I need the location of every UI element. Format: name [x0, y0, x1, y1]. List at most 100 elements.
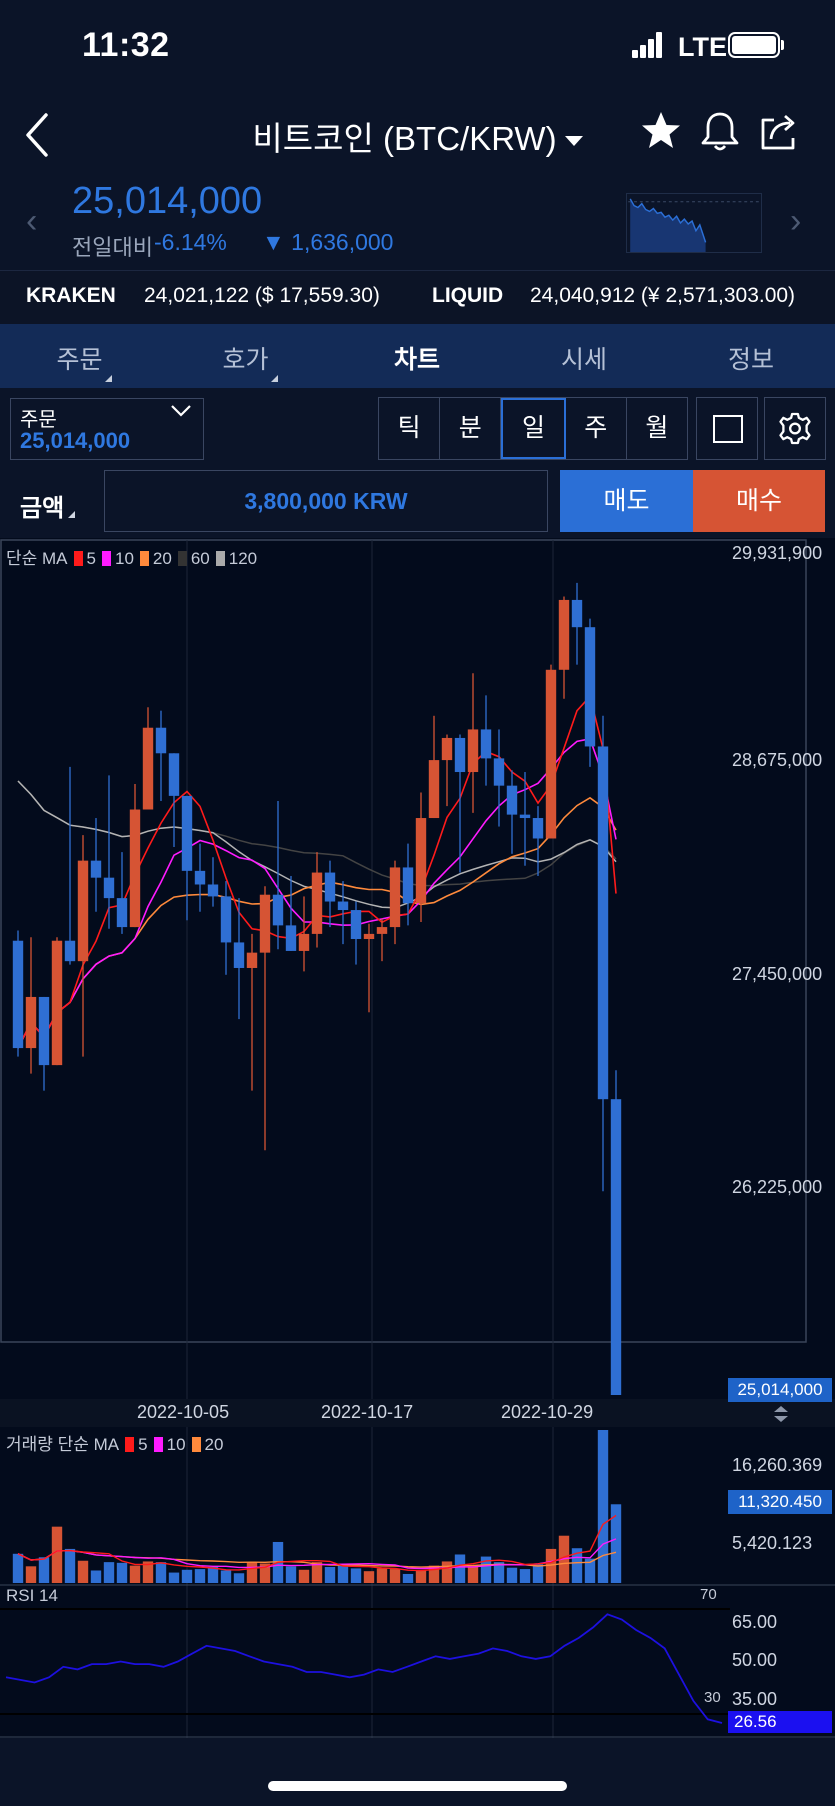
- legend-swatch: [177, 551, 187, 566]
- volume-bar: [415, 1570, 427, 1583]
- volume-bar: [142, 1561, 154, 1583]
- star-icon[interactable]: [638, 108, 684, 154]
- tab-chart[interactable]: 차트: [357, 340, 477, 376]
- volume-bar: [337, 1564, 349, 1583]
- exchange-value: 24,021,122 ($ 17,559.30): [144, 284, 380, 307]
- volume-bar: [376, 1568, 388, 1583]
- volume-bar: [298, 1569, 310, 1583]
- volume-bar: [155, 1562, 167, 1583]
- chevron-down-icon: [171, 405, 191, 417]
- rsi-axis-label: 50.00: [732, 1650, 778, 1670]
- candle-body: [103, 877, 115, 899]
- change-amount: ▼ 1,636,000: [262, 229, 394, 255]
- candle-body: [545, 669, 557, 839]
- exchange-value: 24,040,912 (¥ 2,571,303.00): [530, 284, 796, 307]
- tab-orderbook[interactable]: 호가: [190, 340, 310, 382]
- tab-label: 주문: [56, 346, 103, 374]
- candle-body: [25, 996, 37, 1049]
- candle-body: [467, 729, 479, 773]
- volume-bar: [467, 1566, 479, 1583]
- rsi-level-30: 30: [704, 1689, 721, 1706]
- square-icon: [713, 415, 743, 443]
- exchange-bar: [0, 270, 835, 324]
- period-tick[interactable]: 틱: [379, 398, 441, 459]
- volume-bar: [389, 1569, 401, 1583]
- candle-body: [441, 737, 453, 761]
- page-title-text: 비트코인 (BTC/KRW): [252, 120, 557, 157]
- legend-swatch: [73, 551, 83, 566]
- tab-quotes[interactable]: 시세: [524, 340, 644, 376]
- volume-axis-label: 16,260.369: [732, 1455, 823, 1475]
- bell-icon[interactable]: [697, 108, 743, 154]
- next-coin-arrow-icon[interactable]: ›: [790, 202, 802, 240]
- volume-bar: [571, 1548, 583, 1583]
- period-minute[interactable]: 분: [440, 398, 502, 459]
- prev-coin-arrow-icon[interactable]: ‹: [26, 202, 38, 240]
- page-title[interactable]: 비트코인 (BTC/KRW): [0, 112, 835, 160]
- mini-chart[interactable]: [626, 193, 762, 253]
- volume-bar: [493, 1562, 505, 1583]
- rsi-line: [5, 1613, 723, 1724]
- sell-button[interactable]: 매도: [560, 470, 693, 532]
- price-axis-label: 28,675,000: [732, 750, 823, 770]
- candle-body: [454, 737, 466, 773]
- candle-body: [220, 896, 232, 943]
- fullscreen-button[interactable]: [696, 397, 758, 460]
- share-icon[interactable]: [756, 108, 802, 154]
- volume-bar: [363, 1571, 375, 1583]
- volume-bar: [181, 1569, 193, 1583]
- volume-bar: [311, 1562, 323, 1583]
- tab-info[interactable]: 정보: [691, 340, 811, 376]
- candle-body: [51, 940, 63, 1066]
- order-dropdown[interactable]: [10, 398, 204, 460]
- resize-handle-icon[interactable]: [770, 1404, 792, 1424]
- candle-body: [350, 910, 362, 940]
- volume-bar: [129, 1565, 141, 1583]
- legend-label: 120: [228, 549, 258, 568]
- exchange-kraken: KRAKEN: [26, 284, 116, 308]
- candle-body: [376, 927, 388, 934]
- volume-bar: [259, 1563, 271, 1583]
- current-rsi-tag: 26.56: [728, 1711, 832, 1733]
- corner-triangle-icon: [104, 375, 112, 382]
- back-arrow-icon[interactable]: [22, 110, 54, 160]
- candle-body: [259, 894, 271, 953]
- volume-bar: [51, 1526, 63, 1583]
- candle-body: [207, 884, 219, 897]
- price-chart[interactable]: [0, 538, 835, 1738]
- candle-body: [389, 867, 401, 928]
- candle-body: [571, 599, 583, 628]
- date-label: 2022-10-17: [321, 1402, 414, 1422]
- volume-bar: [441, 1561, 453, 1583]
- volume-bar: [480, 1556, 492, 1583]
- price-axis-label: 26,225,000: [732, 1177, 823, 1197]
- candle-body: [233, 942, 245, 968]
- volume-bar: [220, 1570, 232, 1583]
- volume-ma-5-line: [17, 1514, 617, 1572]
- current-price: 25,014,000: [72, 180, 263, 222]
- period-month[interactable]: 월: [645, 414, 669, 442]
- candle-body: [519, 814, 531, 819]
- gear-icon[interactable]: [764, 397, 826, 460]
- amount-type-selector[interactable]: 금액: [20, 488, 76, 523]
- legend-label: 10: [114, 549, 134, 568]
- buy-button[interactable]: 매수: [693, 470, 825, 532]
- candle-body: [168, 753, 180, 796]
- tab-order[interactable]: 주문: [24, 340, 144, 382]
- volume-bar: [246, 1562, 258, 1583]
- amount-input[interactable]: 3,800,000 KRW: [104, 470, 548, 532]
- period-week[interactable]: 주: [566, 398, 627, 459]
- period-day[interactable]: 일: [501, 398, 566, 459]
- volume-bar: [64, 1548, 76, 1583]
- candle-body: [155, 727, 167, 754]
- candle-body: [142, 727, 154, 810]
- battery-cap: [781, 40, 784, 50]
- signal-icon: [632, 32, 662, 58]
- price-panel-border: [0, 539, 807, 1343]
- tab-label: 차트: [393, 346, 440, 374]
- candle-body: [610, 1099, 622, 1395]
- change-percent: -6.14%: [154, 229, 227, 255]
- volume-bar: [610, 1504, 622, 1583]
- date-label: 2022-10-29: [501, 1402, 594, 1422]
- legend-swatch: [191, 1437, 201, 1452]
